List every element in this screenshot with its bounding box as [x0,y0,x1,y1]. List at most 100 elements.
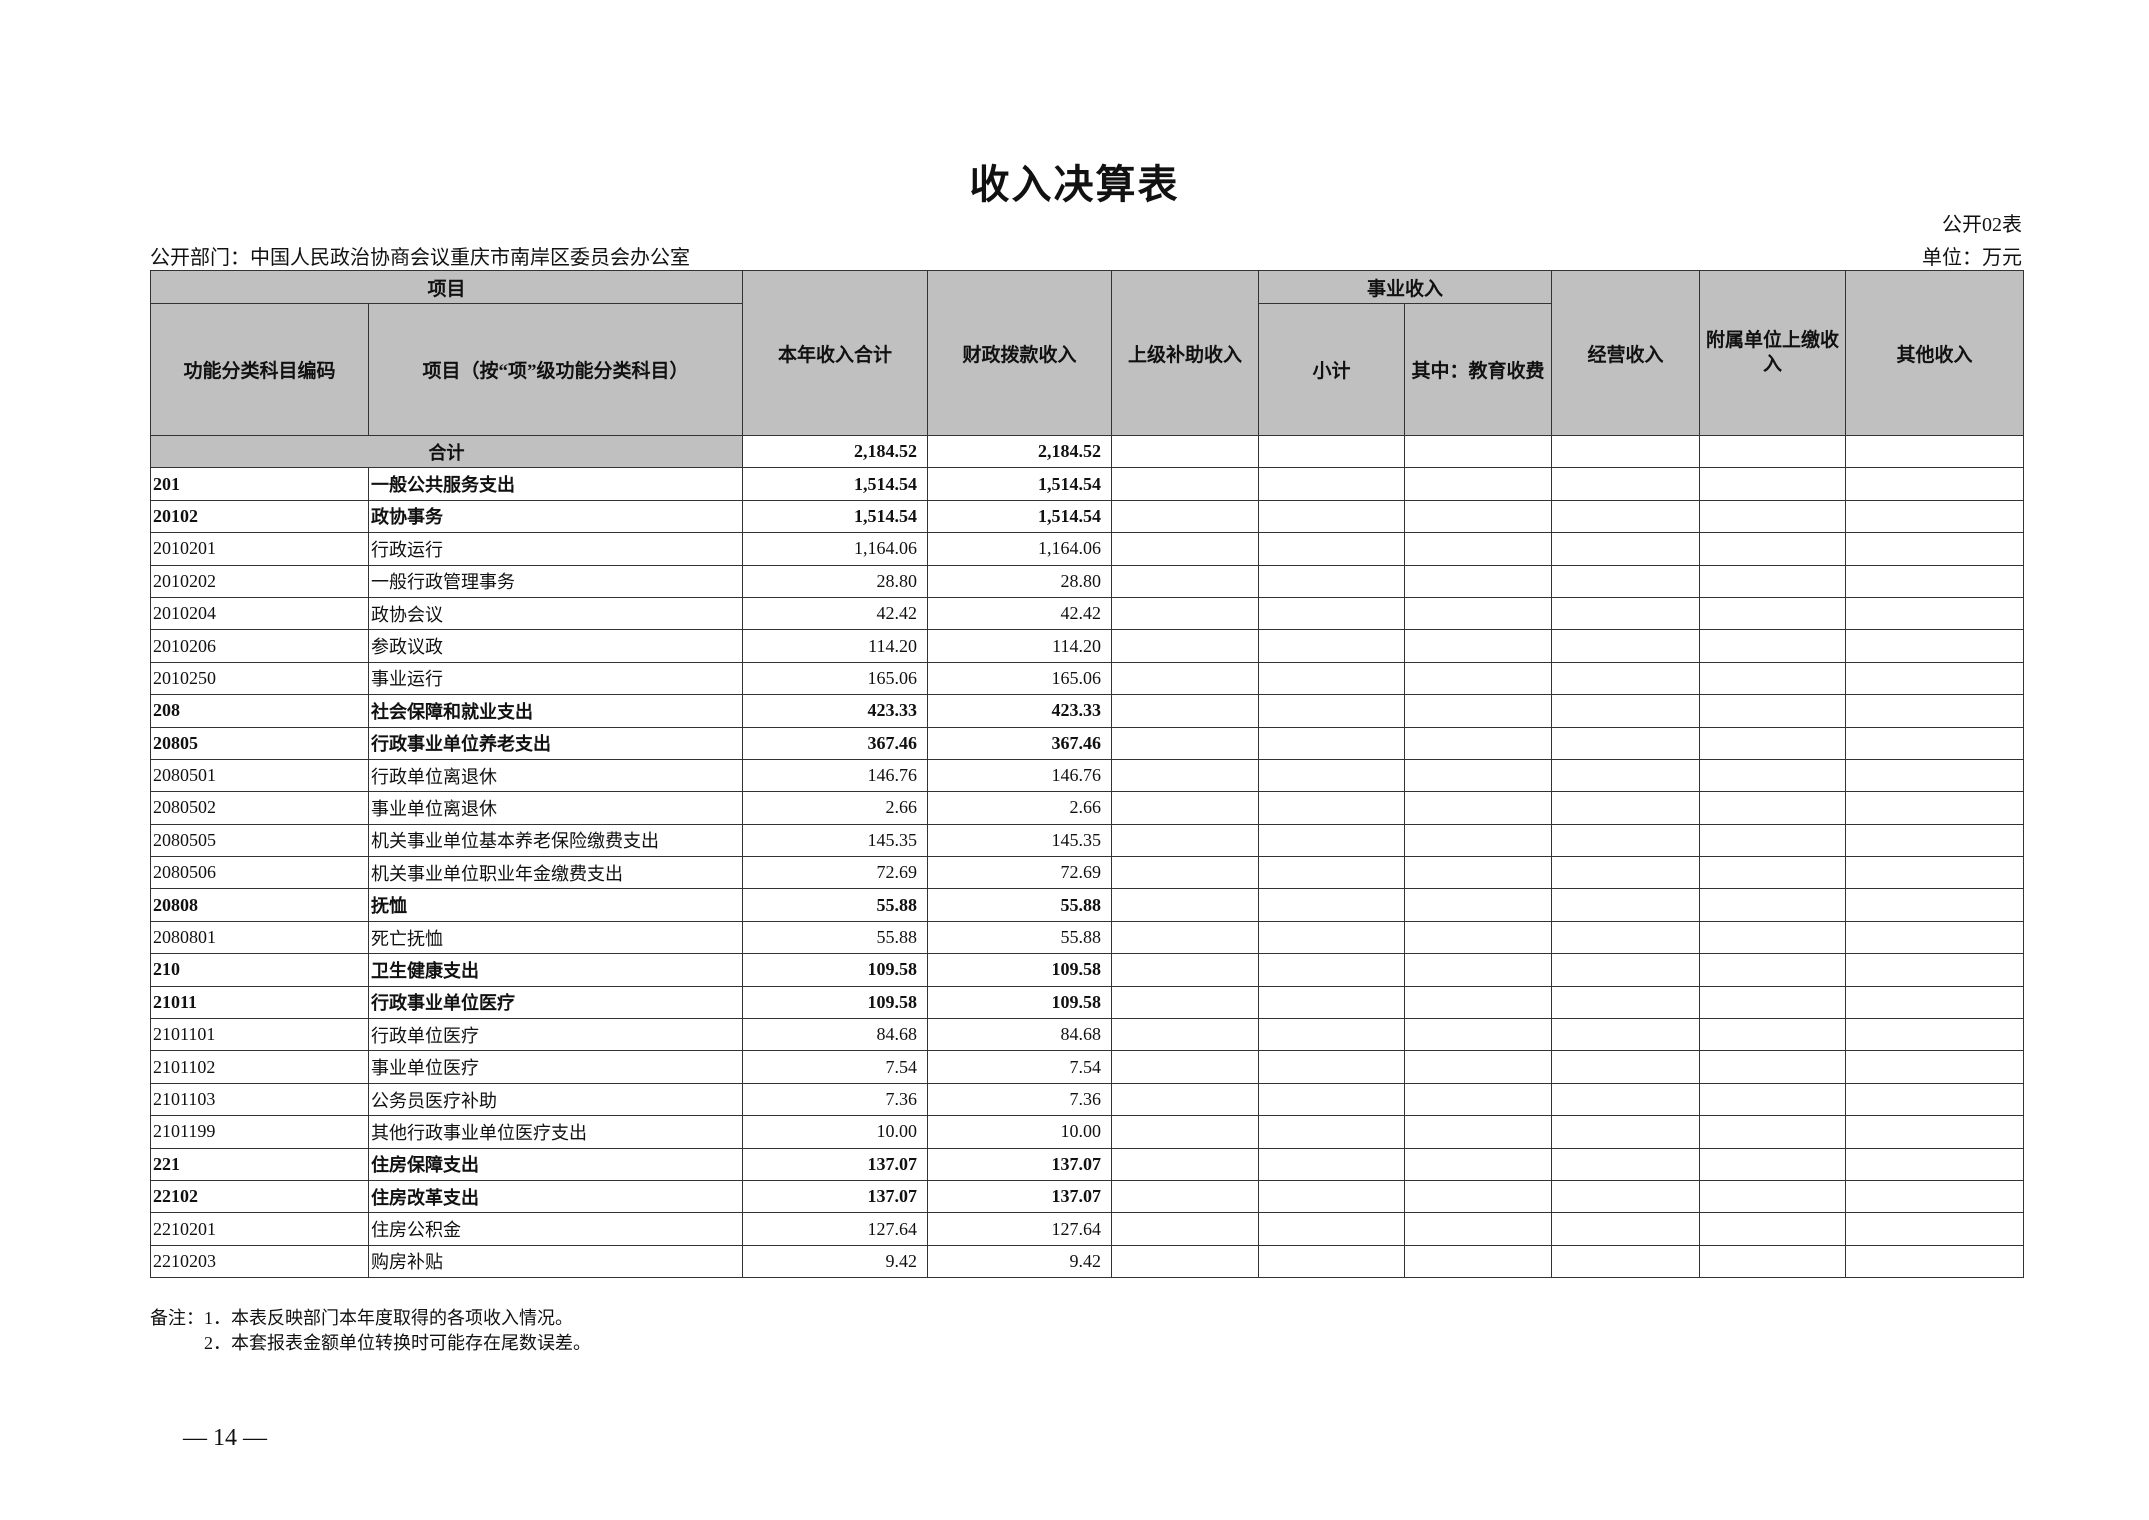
row-name: 事业单位医疗 [367,1050,744,1084]
empty-cell [1845,920,2025,955]
row-total: 109.58 [742,985,929,1020]
header-affiliated: 附属单位上缴收入 [1699,270,1847,436]
empty-cell [1258,694,1406,728]
empty-cell [1845,532,2025,566]
row-name: 事业运行 [367,661,744,696]
empty-cell [1258,1244,1406,1279]
row-total: 55.88 [742,920,929,955]
empty-cell [1258,1212,1406,1246]
empty-cell [1404,467,1553,501]
note-1: 备注：1．本表反映部门本年度取得的各项收入情况。 [150,1308,573,1328]
row-fiscal: 1,164.06 [927,532,1113,566]
form-number: 公开02表 [1942,214,2022,236]
empty-cell [1551,985,1701,1020]
empty-cell [1551,596,1701,631]
empty-cell [1699,823,1847,858]
empty-cell [1258,985,1406,1020]
row-fiscal: 109.58 [927,953,1113,987]
row-fiscal: 114.20 [927,629,1113,663]
empty-cell [1111,888,1260,922]
table-row: 21011 行政事业单位医疗 109.58 109.58 [150,985,2025,1020]
empty-cell [1551,1018,1701,1052]
empty-cell [1258,434,1406,469]
empty-cell [1111,1212,1260,1246]
empty-cell [1845,1147,2025,1181]
empty-cell [1699,661,1847,696]
row-name: 行政事业单位养老支出 [367,726,744,760]
empty-cell [1258,791,1406,825]
table-row: 2101103 公务员医疗补助 7.36 7.36 [150,1082,2025,1117]
empty-cell [1551,888,1701,922]
row-total: 42.42 [742,596,929,631]
empty-cell [1404,1147,1553,1181]
empty-cell [1551,629,1701,663]
empty-cell [1404,1115,1553,1149]
row-name: 行政单位医疗 [367,1018,744,1052]
empty-cell [1258,629,1406,663]
row-total: 146.76 [742,758,929,793]
row-fiscal: 127.64 [927,1212,1113,1246]
empty-cell [1845,888,2025,922]
empty-cell [1111,1244,1260,1279]
row-fiscal: 7.36 [927,1082,1113,1117]
row-code: 221 [150,1147,369,1181]
empty-cell [1699,920,1847,955]
row-code: 2210201 [150,1212,369,1246]
empty-cell [1258,758,1406,793]
empty-cell [1258,1115,1406,1149]
empty-cell [1845,856,2025,890]
empty-cell [1111,499,1260,534]
empty-cell [1551,953,1701,987]
row-name: 其他行政事业单位医疗支出 [367,1115,744,1149]
row-code: 2010206 [150,629,369,663]
empty-cell [1551,1147,1701,1181]
table-row: 2080506 机关事业单位职业年金缴费支出 72.69 72.69 [150,856,2025,890]
empty-cell [1551,1244,1701,1279]
row-fiscal: 2.66 [927,791,1113,825]
row-code: 20102 [150,499,369,534]
empty-cell [1551,1050,1701,1084]
empty-cell [1404,791,1553,825]
empty-cell [1111,564,1260,598]
row-name: 事业单位离退休 [367,791,744,825]
row-total: 423.33 [742,694,929,728]
empty-cell [1258,1147,1406,1181]
row-code: 2080506 [150,856,369,890]
empty-cell [1845,726,2025,760]
row-fiscal: 1,514.54 [927,467,1113,501]
row-total: 1,514.54 [742,499,929,534]
header-superior: 上级补助收入 [1111,270,1260,436]
unit-label: 单位：万元 [1922,247,2022,269]
table-row: 2010250 事业运行 165.06 165.06 [150,661,2025,696]
row-total: 109.58 [742,953,929,987]
total-income: 2,184.52 [742,434,929,469]
row-total: 9.42 [742,1244,929,1279]
table-row: 2010204 政协会议 42.42 42.42 [150,596,2025,631]
empty-cell [1845,1244,2025,1279]
empty-cell [1404,985,1553,1020]
row-total: 7.36 [742,1082,929,1117]
empty-cell [1551,661,1701,696]
empty-cell [1258,661,1406,696]
row-code: 2101103 [150,1082,369,1117]
empty-cell [1551,1212,1701,1246]
row-name: 行政事业单位医疗 [367,985,744,1020]
row-code: 20808 [150,888,369,922]
empty-cell [1551,1115,1701,1149]
row-code: 2101199 [150,1115,369,1149]
table-row: 2101101 行政单位医疗 84.68 84.68 [150,1018,2025,1052]
empty-cell [1404,726,1553,760]
empty-cell [1699,1179,1847,1214]
row-name: 死亡抚恤 [367,920,744,955]
empty-cell [1404,1179,1553,1214]
table-row: 221 住房保障支出 137.07 137.07 [150,1147,2025,1181]
row-total: 1,164.06 [742,532,929,566]
table-row: 2101199 其他行政事业单位医疗支出 10.00 10.00 [150,1115,2025,1149]
row-name: 一般公共服务支出 [367,467,744,501]
empty-cell [1699,758,1847,793]
row-total: 145.35 [742,823,929,858]
empty-cell [1404,661,1553,696]
empty-cell [1551,499,1701,534]
empty-cell [1111,694,1260,728]
table-row: 2210203 购房补贴 9.42 9.42 [150,1244,2025,1279]
